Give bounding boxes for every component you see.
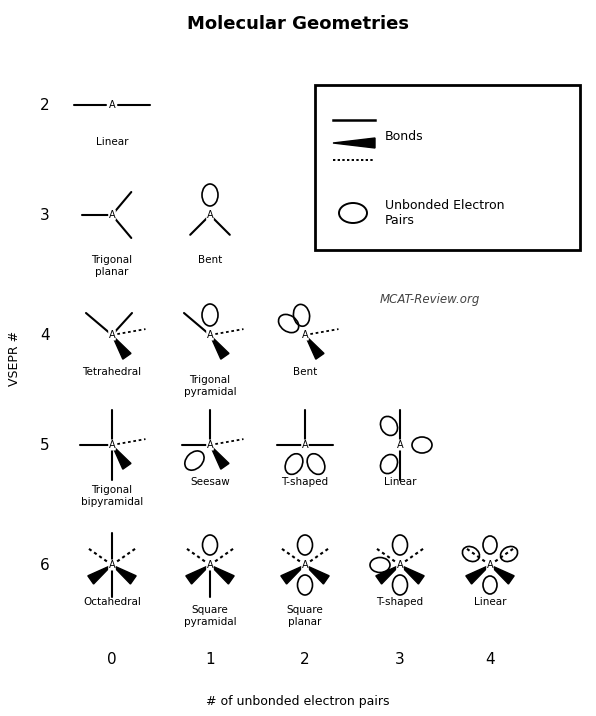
FancyBboxPatch shape	[315, 85, 580, 250]
Text: Linear: Linear	[96, 137, 128, 147]
Polygon shape	[88, 565, 112, 584]
Text: 4: 4	[485, 652, 495, 667]
Text: MCAT-Review.org: MCAT-Review.org	[380, 294, 480, 306]
Text: A: A	[487, 560, 493, 570]
Text: Linear: Linear	[384, 477, 416, 487]
Text: Trigonal
bipyramidal: Trigonal bipyramidal	[81, 485, 143, 507]
Text: T-shaped: T-shaped	[377, 597, 424, 607]
Text: # of unbonded electron pairs: # of unbonded electron pairs	[206, 695, 390, 708]
Text: A: A	[108, 100, 115, 110]
Text: A: A	[207, 330, 213, 340]
Text: A: A	[108, 440, 115, 450]
Text: Tetrahedral: Tetrahedral	[82, 367, 142, 377]
Polygon shape	[112, 445, 131, 469]
Polygon shape	[186, 565, 210, 584]
Text: VSEPR #: VSEPR #	[8, 331, 20, 385]
Polygon shape	[210, 565, 234, 584]
Polygon shape	[305, 335, 324, 359]
Text: A: A	[207, 560, 213, 570]
Polygon shape	[210, 335, 229, 359]
Text: 2: 2	[40, 97, 50, 112]
Text: A: A	[302, 330, 308, 340]
Text: 4: 4	[40, 327, 50, 342]
Polygon shape	[281, 565, 305, 584]
Text: A: A	[108, 210, 115, 220]
Text: Trigonal
planar: Trigonal planar	[91, 255, 132, 276]
Text: 2: 2	[300, 652, 310, 667]
Polygon shape	[466, 565, 490, 584]
Text: A: A	[207, 440, 213, 450]
Text: A: A	[397, 440, 403, 450]
Polygon shape	[400, 565, 424, 584]
Polygon shape	[112, 565, 136, 584]
Text: 6: 6	[40, 558, 50, 573]
Text: Square
pyramidal: Square pyramidal	[184, 605, 236, 626]
Polygon shape	[112, 335, 131, 359]
Text: 0: 0	[107, 652, 117, 667]
Text: A: A	[108, 330, 115, 340]
Text: Bent: Bent	[293, 367, 317, 377]
Text: A: A	[302, 440, 308, 450]
Text: Bonds: Bonds	[385, 130, 424, 143]
Polygon shape	[490, 565, 514, 584]
Text: A: A	[207, 210, 213, 220]
Text: T-shaped: T-shaped	[281, 477, 328, 487]
Text: Molecular Geometries: Molecular Geometries	[187, 15, 409, 33]
Text: 5: 5	[40, 437, 50, 453]
Text: 3: 3	[40, 208, 50, 223]
Text: Unbonded Electron
Pairs: Unbonded Electron Pairs	[385, 199, 504, 227]
Text: Trigonal
pyramidal: Trigonal pyramidal	[184, 375, 236, 397]
Polygon shape	[333, 138, 375, 148]
Text: Linear: Linear	[474, 597, 506, 607]
Polygon shape	[210, 445, 229, 469]
Text: A: A	[397, 560, 403, 570]
Text: 1: 1	[205, 652, 215, 667]
Text: Bent: Bent	[198, 255, 222, 265]
Text: Seesaw: Seesaw	[190, 477, 230, 487]
Polygon shape	[305, 565, 329, 584]
Text: Square
planar: Square planar	[287, 605, 324, 626]
Text: A: A	[302, 560, 308, 570]
Text: Octahedral: Octahedral	[83, 597, 141, 607]
Polygon shape	[376, 565, 400, 584]
Text: A: A	[108, 560, 115, 570]
Text: 3: 3	[395, 652, 405, 667]
